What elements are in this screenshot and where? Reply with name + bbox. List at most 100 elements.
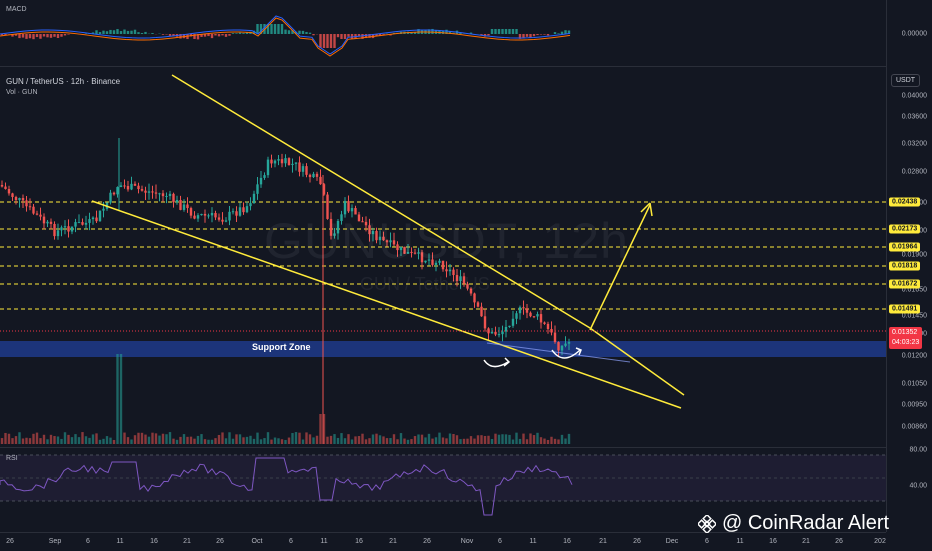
macd-histogram-bar	[46, 34, 48, 37]
macd-histogram-bar	[330, 34, 332, 48]
volume-bar	[456, 435, 458, 444]
time-axis-label: 26	[423, 538, 431, 545]
macd-histogram-bar	[501, 29, 503, 34]
volume-bar	[463, 439, 465, 444]
volume-bar	[81, 432, 83, 444]
candle-body	[158, 193, 160, 194]
volume-bar	[536, 433, 538, 444]
volume-bar	[60, 439, 62, 444]
macd-histogram-bar	[29, 34, 31, 38]
candle-body	[127, 186, 129, 189]
time-axis-label: 21	[183, 538, 191, 545]
volume-bar	[519, 439, 521, 444]
volume-bar	[351, 439, 353, 444]
candle-body	[92, 218, 94, 220]
candle-body	[102, 209, 104, 211]
macd-histogram-bar	[491, 29, 493, 34]
macd-histogram-bar	[529, 34, 531, 38]
candle-body	[137, 186, 139, 189]
volume-bar	[25, 438, 27, 444]
pane-separator[interactable]	[0, 447, 886, 448]
volume-bar	[130, 439, 132, 444]
macd-histogram-bar	[99, 32, 101, 34]
macd-histogram-bar	[221, 34, 223, 35]
time-axis-label: Nov	[461, 538, 473, 545]
macd-histogram-bar	[137, 32, 139, 34]
volume-bar	[442, 437, 444, 444]
volume-bar	[435, 437, 437, 444]
candle-body	[291, 164, 293, 165]
binance-diamond-icon	[698, 515, 716, 533]
breakout-arrow-head	[641, 203, 652, 216]
macd-histogram-bar	[235, 33, 237, 34]
macd-histogram-bar	[211, 34, 213, 38]
macd-histogram-bar	[270, 24, 272, 34]
volume-bar	[526, 439, 528, 444]
volume-bar	[543, 439, 545, 444]
time-axis-label: 202	[874, 538, 886, 545]
price-axis-tick: 0.01450	[902, 313, 927, 320]
candle-body	[11, 193, 13, 197]
volume-bar	[515, 433, 517, 444]
candle-body	[88, 219, 90, 223]
volume-title[interactable]: Vol · GUN	[6, 89, 38, 96]
macd-histogram-bar	[225, 34, 227, 37]
candle-body	[319, 177, 321, 184]
volume-bar	[246, 437, 248, 444]
symbol-title[interactable]: GUN / TetherUS · 12h · Binance	[6, 77, 120, 86]
macd-histogram-bar	[214, 34, 216, 35]
volume-bar	[561, 435, 563, 444]
time-axis-label: 26	[6, 538, 14, 545]
volume-bar	[1, 438, 3, 444]
macd-histogram-bar	[228, 34, 230, 36]
candle-body	[263, 175, 265, 178]
candle-body	[113, 193, 115, 195]
volume-bar	[389, 438, 391, 444]
pane-separator[interactable]	[0, 66, 886, 67]
macd-histogram-bar	[515, 29, 517, 34]
currency-unit-button[interactable]: USDT	[891, 74, 920, 87]
volume-bar	[344, 438, 346, 444]
macd-histogram-bar	[351, 34, 353, 39]
volume-bar	[123, 433, 125, 444]
volume-bar	[256, 433, 258, 444]
volume-bar	[36, 433, 38, 444]
candle-body	[561, 346, 563, 351]
macd-histogram-bar	[288, 30, 290, 34]
macd-histogram-bar	[102, 31, 104, 34]
volume-bar	[302, 439, 304, 444]
volume-bar	[491, 439, 493, 444]
candle-body	[141, 189, 143, 191]
candle-body	[232, 211, 234, 212]
macd-histogram-bar	[340, 34, 342, 39]
price-axis-tick: 0.00950	[902, 402, 927, 409]
volume-bar	[85, 436, 87, 444]
volume-bar	[183, 434, 185, 444]
volume-bar	[400, 433, 402, 444]
candle-body	[116, 187, 118, 194]
candle-body	[498, 334, 500, 335]
macd-histogram-bar	[130, 31, 132, 34]
volume-bar	[239, 434, 241, 444]
candle-body	[109, 193, 111, 203]
time-axis-label: Sep	[49, 538, 61, 545]
volume-bar	[410, 439, 412, 444]
volume-bar	[207, 440, 209, 444]
volume-bar	[165, 434, 167, 444]
macd-histogram-bar	[302, 31, 304, 34]
macd-histogram-bar	[50, 34, 52, 38]
volume-bar	[354, 436, 356, 444]
volume-bar	[151, 433, 153, 444]
volume-bar	[284, 440, 286, 444]
volume-bar	[172, 439, 174, 444]
volume-bar	[109, 438, 111, 444]
macd-histogram-bar	[169, 34, 171, 36]
price-axis-tick: 0.03200	[902, 141, 927, 148]
candle-body	[25, 200, 27, 206]
candle-body	[4, 187, 6, 189]
volume-bar	[358, 436, 360, 444]
volume-bar	[162, 434, 164, 444]
volume-bar	[120, 354, 122, 444]
candle-body	[144, 191, 146, 193]
